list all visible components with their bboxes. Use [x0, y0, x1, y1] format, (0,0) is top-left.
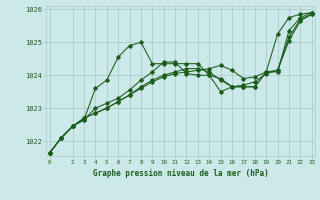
X-axis label: Graphe pression niveau de la mer (hPa): Graphe pression niveau de la mer (hPa)	[93, 169, 269, 178]
